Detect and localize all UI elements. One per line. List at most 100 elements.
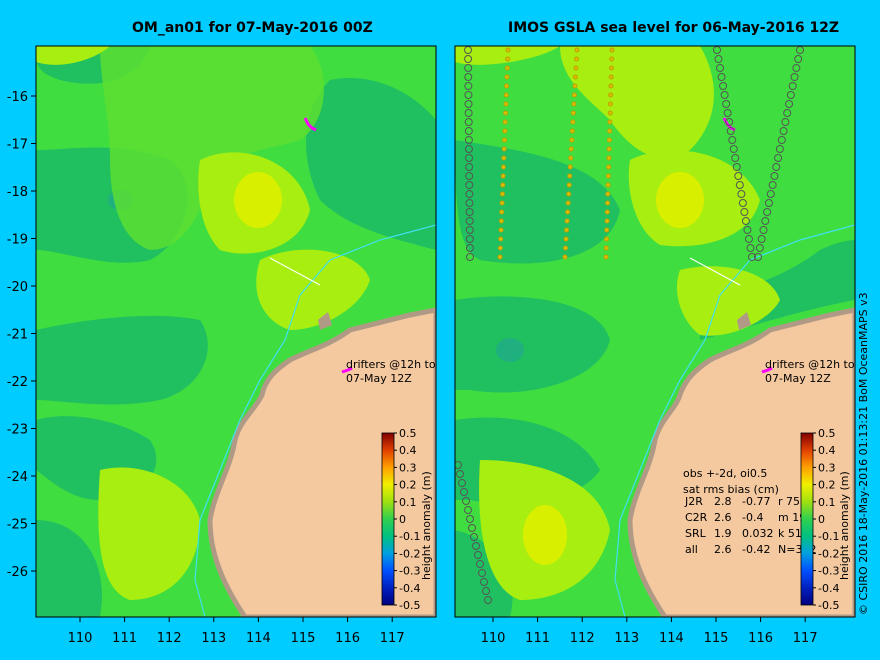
obs-row-cell: C2R — [685, 511, 708, 524]
obs-point — [729, 145, 738, 153]
obs-point — [734, 172, 743, 180]
obs-point — [500, 164, 506, 170]
obs-point — [464, 506, 472, 514]
obs-point — [567, 173, 573, 179]
right-panel-title: IMOS GSLA sea level for 06-May-2016 12Z — [508, 20, 840, 36]
left-y-tick-label: -18 — [7, 185, 28, 200]
obs-point — [465, 154, 474, 162]
obs-point — [783, 109, 792, 117]
obs-point — [465, 208, 474, 216]
obs-point — [768, 181, 777, 189]
obs-point — [572, 74, 578, 80]
obs-point — [484, 596, 492, 604]
obs-point — [574, 47, 580, 53]
obs-point — [738, 199, 747, 207]
obs-row-cell: k 51 — [778, 527, 802, 540]
left-island — [318, 312, 332, 330]
right-cbar-tick-label: 0 — [818, 513, 825, 526]
obs-point — [741, 217, 750, 225]
right-low-patch — [455, 530, 513, 617]
obs-point — [605, 173, 611, 179]
obs-point — [608, 92, 614, 98]
right-x-tick-label: 115 — [704, 631, 729, 646]
obs-point — [464, 118, 473, 126]
obs-point — [720, 91, 729, 99]
obs-point — [740, 208, 749, 216]
right-x-tick-label: 113 — [614, 631, 639, 646]
obs-point — [464, 91, 473, 99]
obs-point — [462, 497, 470, 505]
obs-point — [604, 227, 610, 233]
obs-point — [465, 163, 474, 171]
left-x-tick-label: 113 — [201, 631, 226, 646]
left-colorbar-label: height anomaly (m) — [420, 471, 433, 580]
obs-header-1: obs +-2d, oi0.5 — [683, 467, 767, 480]
obs-point — [464, 109, 473, 117]
right-x-axis: 110 111 112 113 114 115 116 117 — [481, 617, 818, 646]
obs-point — [503, 110, 509, 116]
left-y-tick-label: -24 — [7, 470, 28, 485]
left-low-patch — [306, 78, 436, 250]
left-y-tick-label: -22 — [7, 375, 28, 390]
obs-point — [464, 136, 473, 144]
obs-point — [608, 74, 614, 80]
left-cbar-tick-label: 0.5 — [399, 427, 417, 440]
right-colorbar: 0.5 0.4 0.3 0.2 0.1 0 -0.1 -0.2 -0.3 -0.4 -0.5 hei… — [800, 427, 851, 612]
obs-point — [564, 218, 570, 224]
left-y-tick-label: -23 — [7, 423, 28, 438]
obs-point — [792, 64, 801, 72]
left-y-tick-label: -21 — [7, 328, 28, 343]
obs-point — [777, 136, 786, 144]
obs-point — [567, 164, 573, 170]
left-y-tick-label: -20 — [7, 280, 28, 295]
obs-point — [466, 515, 474, 523]
obs-row-cell: r 75 — [778, 495, 800, 508]
obs-point — [603, 254, 609, 260]
obs-point — [761, 217, 770, 225]
left-map-frame — [35, 45, 437, 618]
obs-point — [609, 56, 615, 62]
obs-point — [714, 55, 723, 63]
obs-point — [474, 551, 482, 559]
obs-point — [464, 145, 473, 153]
right-colorbar-label: height anomaly (m) — [838, 471, 851, 580]
obs-point — [464, 73, 473, 81]
obs-point — [607, 110, 613, 116]
obs-point — [608, 65, 614, 71]
obs-point — [465, 235, 474, 243]
right-cbar-tick-label: -0.4 — [818, 582, 839, 595]
left-y-axis: -16 -17 -18 -19 -20 -21 -22 -23 -24 -25 -26 — [7, 90, 36, 580]
right-x-tick-label: 111 — [525, 631, 550, 646]
obs-point — [716, 64, 725, 72]
obs-point — [504, 83, 510, 89]
obs-point — [505, 56, 511, 62]
obs-point — [565, 200, 571, 206]
left-low-patch — [36, 315, 208, 405]
obs-point — [755, 244, 764, 252]
obs-point — [464, 100, 473, 108]
obs-point — [609, 47, 615, 53]
right-cbar-tick-label: -0.2 — [818, 547, 839, 560]
obs-point — [502, 119, 508, 125]
obs-point — [737, 190, 746, 198]
obs-point — [499, 209, 505, 215]
left-cbar-tick-label: 0.1 — [399, 496, 417, 509]
right-low-patch — [455, 296, 610, 393]
left-cbar-tick-label: 0.2 — [399, 479, 417, 492]
obs-point — [465, 244, 474, 252]
left-y-tick-label: -26 — [7, 565, 28, 580]
obs-point — [604, 236, 610, 242]
left-high-patch — [100, 46, 324, 250]
obs-point — [607, 101, 613, 107]
right-map-frame — [454, 45, 856, 618]
obs-point — [786, 91, 795, 99]
obs-point — [476, 560, 484, 568]
obs-point — [502, 137, 508, 143]
left-map — [36, 46, 436, 617]
right-land — [627, 307, 855, 617]
obs-point — [466, 253, 474, 261]
left-drifter-legend-mark — [341, 366, 353, 374]
left-cbar-tick-label: -0.3 — [399, 565, 420, 578]
left-cbar-tick-label: 0 — [399, 513, 406, 526]
